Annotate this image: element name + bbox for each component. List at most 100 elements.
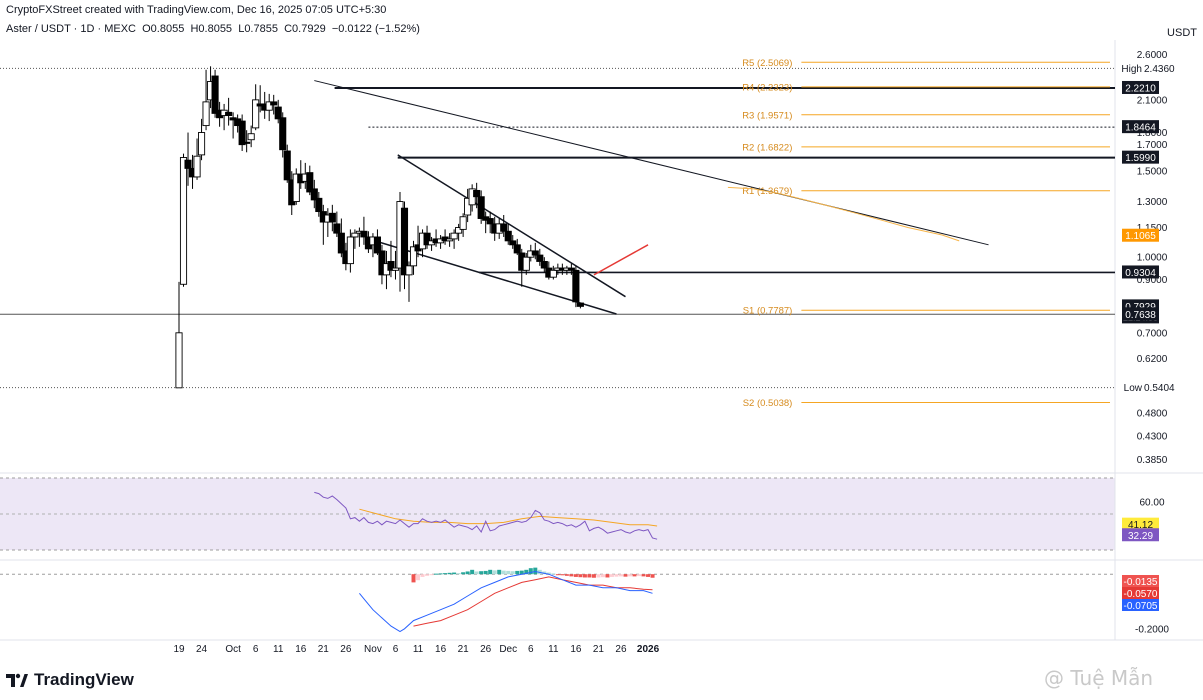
candle [310, 179, 318, 209]
high-label: H [190, 23, 199, 35]
candle [477, 190, 485, 224]
macd-tick-label: -0.2000 [1135, 624, 1169, 635]
x-tick-label: Oct [225, 644, 241, 655]
pivot-label: R4 (2.2323) [742, 82, 792, 93]
open-label: O [142, 23, 151, 35]
price-tag-box [1122, 80, 1159, 94]
candle [486, 211, 494, 234]
macd-histogram-bar [492, 570, 497, 575]
macd-histogram-bar [488, 569, 493, 575]
macd-histogram-bar [456, 573, 461, 575]
candle-body [333, 223, 341, 234]
x-tick-label: 6 [528, 644, 534, 655]
tradingview-logo-icon [6, 672, 28, 688]
candle [378, 244, 386, 285]
candle-body [400, 207, 409, 276]
macd-histogram-bar [582, 574, 587, 578]
rsi-tag-value: 41.12 [1128, 520, 1153, 531]
candle [238, 114, 246, 151]
candle [265, 93, 273, 122]
open-value: 0.8055 [150, 23, 185, 35]
macd-histogram-bar [555, 574, 560, 576]
candle [459, 213, 467, 237]
wedge-upper-line [397, 154, 626, 298]
price-tag-label: High [1121, 64, 1142, 75]
candle [360, 216, 368, 245]
x-tick-label: 21 [593, 644, 605, 655]
candle-body [391, 267, 400, 271]
candle-body [351, 232, 359, 238]
candle-body [500, 223, 508, 232]
macd-histogram-bar [429, 574, 434, 576]
macd-histogram-bar [452, 572, 457, 575]
price-tick-label: 0.4800 [1137, 408, 1168, 419]
macd-histogram-bar [569, 574, 574, 577]
macd-histogram-bar [637, 574, 642, 577]
candle-body [572, 269, 580, 303]
macd-tag-box [1122, 575, 1159, 587]
price-tag-value: 0.9304 [1125, 268, 1156, 279]
x-tick-label: 2026 [637, 644, 660, 655]
candle-body [373, 236, 381, 254]
macd-histogram-bar [596, 574, 601, 578]
macd-histogram-bar [497, 569, 502, 575]
candle [193, 138, 201, 180]
candle-body [193, 155, 201, 178]
candle-body [274, 106, 282, 120]
price-tick-label: 1.0000 [1137, 253, 1168, 264]
candle [391, 250, 400, 280]
x-tick-label: 19 [173, 644, 185, 655]
candle [252, 84, 260, 131]
candle [387, 240, 395, 278]
x-tick-label: Nov [364, 644, 382, 655]
watermark-text: @ Tuệ Mẫn [1044, 666, 1154, 690]
close-label: C [284, 23, 293, 35]
candle-body [549, 269, 557, 278]
candle-body [513, 244, 521, 254]
macd-histogram-bar [646, 574, 651, 577]
macd-histogram-bar [546, 572, 551, 575]
price-tag-box [1122, 307, 1159, 321]
candle-body [455, 227, 463, 234]
macd-histogram-bar [443, 573, 448, 575]
brand-logo-block[interactable]: TradingView [6, 670, 134, 690]
pivot-label: S2 (0.5038) [743, 398, 793, 409]
x-tick-label: 11 [413, 644, 424, 655]
x-tick-label: 16 [295, 644, 307, 655]
macd-histogram-bar [564, 574, 569, 576]
macd-histogram-bar [524, 569, 529, 575]
price-tick-label: 2.6000 [1137, 50, 1168, 61]
price-tag-value: 1.1065 [1125, 231, 1156, 242]
rsi-tag-box [1122, 517, 1159, 531]
candle-body [387, 261, 395, 271]
candle [270, 94, 278, 115]
candle-body [202, 101, 210, 127]
moving-average-line [727, 186, 960, 242]
candle [283, 144, 291, 183]
macd-histogram-bar [519, 570, 524, 575]
price-tag-box [1122, 150, 1159, 164]
candle-body [270, 101, 278, 106]
currency-label: USDT [1167, 27, 1197, 39]
rsi-line [314, 491, 658, 540]
candle [333, 211, 341, 237]
candle-body [225, 111, 233, 117]
price-tick-label: 0.6200 [1137, 354, 1168, 365]
pivot-label: R3 (1.9571) [742, 110, 792, 121]
rsi-ma-line [359, 508, 658, 527]
macd-histogram-bar [591, 574, 596, 578]
chart-canvas[interactable]: R5 (2.5069) R4 (2.2323) R3 (1.9571) R2 (1.6… [0, 0, 1203, 660]
close-value: 0.7929 [292, 23, 326, 35]
macd-histogram-bar [465, 571, 470, 575]
candle [243, 130, 251, 153]
candle [536, 248, 544, 266]
macd-histogram-bar [479, 571, 484, 575]
macd-signal-line [413, 576, 653, 627]
candle [455, 223, 463, 241]
low-value: 0.7855 [244, 23, 278, 35]
price-tag-value: 0.7638 [1125, 310, 1156, 321]
x-tick-label: 26 [480, 644, 492, 655]
symbol-ohlc-line: Aster / USDT · 1D · MEXC O0.8055 H0.8055… [6, 23, 420, 35]
publisher-line: CryptoFXStreet created with TradingView.… [6, 4, 387, 16]
candle-body [378, 250, 386, 276]
